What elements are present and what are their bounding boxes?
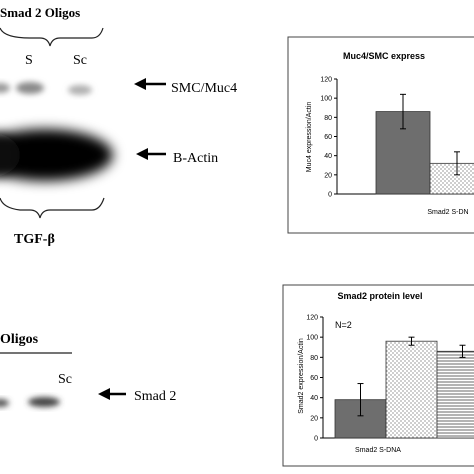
y-tick-label: 20 [324,172,332,179]
chart-smad2: Smad2 protein level Smad2 expression/Act… [282,284,474,467]
chart-xlabel: Smad2 S-DNA [355,447,401,454]
marker-label-muc4: SMC/Muc4 [171,81,237,96]
bar [385,340,438,439]
actin-band [0,134,20,176]
smad2-band [28,397,60,407]
y-tick-label: 60 [310,375,318,382]
top-brace [0,27,104,47]
y-tick-label: 120 [320,77,332,84]
smad2-band [0,399,9,407]
arrow-head-icon [136,148,148,160]
y-tick-label: 0 [314,436,318,443]
bottom-brace [0,197,105,219]
arrow-head-icon [98,388,110,400]
bottom-blot-group-label: Oligos [0,332,39,347]
y-tick-label: 100 [306,335,318,342]
chart-annotation: N=2 [335,320,352,330]
chart-xlabel: Smad2 S-DN [427,209,468,216]
y-tick-label: 40 [324,153,332,160]
arrow-head-icon [134,78,146,90]
bar [436,350,474,439]
top-blot-group-label: Smad 2 Oligos [0,5,80,20]
lane-label-s: S [25,53,33,68]
top-blot: Smad 2 Oligos S Sc SMC/Muc4 B-Actin TGF-… [0,5,237,247]
chart-ylabel: Smad2 expression/Actin [298,338,305,414]
y-tick-label: 60 [324,134,332,141]
lane-label-sc: Sc [73,53,87,68]
actin-band [0,129,113,181]
chart-title: Muc4/SMC express [343,51,425,61]
lane-label-sc-bottom: Sc [58,372,72,387]
chart-title: Smad2 protein level [337,291,422,301]
muc4-band [68,85,92,95]
y-tick-label: 20 [310,415,318,422]
treatment-label: TGF-β [14,232,55,247]
bar [429,162,474,195]
muc4-band [0,83,10,93]
y-tick-label: 100 [320,96,332,103]
marker-label-smad2: Smad 2 [134,389,176,404]
y-tick-label: 0 [328,192,332,199]
marker-label-actin: B-Actin [173,151,218,166]
y-tick-label: 80 [310,355,318,362]
muc4-band [16,82,44,94]
y-tick-label: 40 [310,395,318,402]
y-tick-label: 120 [306,315,318,322]
bottom-blot: Oligos Sc Smad 2 [0,332,176,407]
y-tick-label: 80 [324,115,332,122]
chart-ylabel: Muc4 expression/Actin [306,102,313,173]
chart-muc4: Muc4/SMC express Muc4 expression/Actin S… [287,36,474,234]
